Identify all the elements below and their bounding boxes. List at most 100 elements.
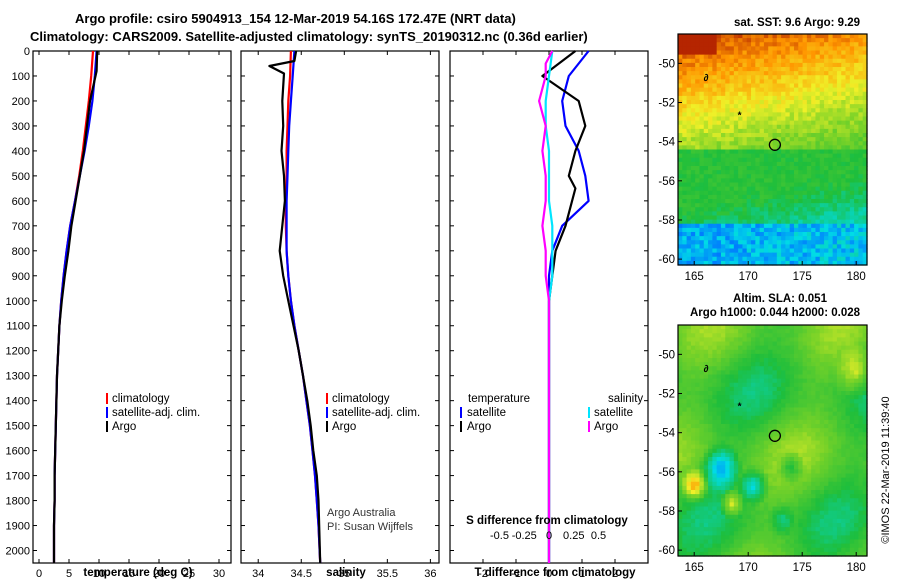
map-cell [763, 248, 769, 254]
map-cell [789, 223, 795, 229]
map-cell [819, 194, 825, 200]
map-cell [819, 452, 825, 458]
map-cell [841, 419, 847, 425]
y-tick-label: 500 [12, 171, 30, 183]
map-cell [746, 424, 752, 429]
map-cell [815, 87, 821, 93]
map-cell [802, 448, 808, 454]
map-cell [785, 248, 791, 254]
map-cell [832, 54, 838, 60]
map-cell [729, 382, 735, 388]
map-cell [712, 531, 718, 536]
map-cell [776, 424, 782, 429]
map-cell [690, 399, 696, 404]
map-cell [746, 248, 752, 254]
map-cell [763, 382, 769, 388]
map-cell [785, 374, 791, 380]
map-cell [772, 211, 778, 217]
map-cell [806, 518, 812, 524]
map-cell [759, 498, 765, 503]
map-cell [841, 190, 847, 196]
map-cell [806, 108, 812, 113]
map-cell [815, 215, 821, 221]
map-cell [708, 223, 713, 229]
map-cell [824, 502, 829, 508]
map-cell [763, 236, 769, 241]
map-cell [751, 502, 756, 508]
map-cell [836, 395, 842, 400]
map-cell [708, 83, 713, 89]
map-cell [806, 215, 812, 221]
map-cell [678, 349, 683, 355]
map-cell [789, 252, 795, 258]
map-cell [733, 137, 739, 142]
map-cell [806, 432, 812, 437]
map-cell [854, 145, 860, 151]
map-cell [751, 395, 756, 400]
map-cell [828, 236, 834, 241]
map-cell [742, 353, 748, 359]
map-cell [854, 58, 860, 64]
map-cell [695, 83, 701, 89]
map-cell [678, 457, 683, 462]
map-cell [802, 71, 808, 76]
map-cell [729, 244, 735, 250]
map-cell [802, 391, 808, 396]
map-cell [845, 473, 851, 479]
map-cell [849, 256, 855, 262]
map-cell [733, 345, 739, 351]
map-cell [746, 329, 752, 334]
map-cell [785, 411, 791, 417]
map-cell [712, 353, 718, 359]
map-cell [793, 386, 799, 392]
map-cell [678, 248, 683, 254]
map-cell [686, 481, 692, 487]
map-cell [690, 79, 696, 85]
map-cell [836, 128, 842, 134]
map-cell [845, 71, 851, 76]
map-cell [811, 50, 817, 56]
map-cell [738, 166, 744, 171]
map-cell [703, 386, 709, 392]
map-cell [682, 461, 688, 466]
map-cell [828, 120, 834, 126]
map-cell [708, 494, 713, 499]
map-cell [815, 91, 821, 97]
map-cell [716, 490, 722, 495]
map-cell [789, 358, 795, 363]
map-cell [849, 54, 855, 60]
map-cell [824, 329, 829, 334]
map-cell [759, 523, 765, 528]
map-cell [686, 75, 692, 80]
map-cell [768, 403, 774, 409]
map-cell [849, 174, 855, 179]
map-cell [858, 145, 864, 151]
map-cell [725, 95, 731, 101]
map-cell [832, 424, 838, 429]
map-cell [763, 424, 769, 429]
map-cell [832, 91, 838, 97]
map-cell [824, 50, 829, 56]
map-cell [746, 481, 752, 487]
map-cell [819, 506, 825, 512]
map-cell [703, 186, 709, 192]
map-cell [720, 166, 726, 171]
map-cell [806, 145, 812, 151]
map-cell [811, 58, 817, 64]
map-cell [729, 415, 735, 421]
map-cell [733, 227, 739, 233]
map-cell [849, 382, 855, 388]
legend-title-left: temperature [468, 393, 530, 405]
map-cell [836, 207, 842, 212]
map-cell [849, 42, 855, 47]
map-cell [695, 244, 701, 250]
map-cell [729, 157, 735, 163]
map-cell [841, 403, 847, 409]
map-cell [763, 531, 769, 536]
map-cell [811, 46, 817, 52]
map-cell [712, 432, 718, 437]
map-cell [802, 157, 808, 163]
map-cell [841, 240, 847, 245]
map-cell [832, 465, 838, 470]
map-cell [725, 153, 731, 159]
